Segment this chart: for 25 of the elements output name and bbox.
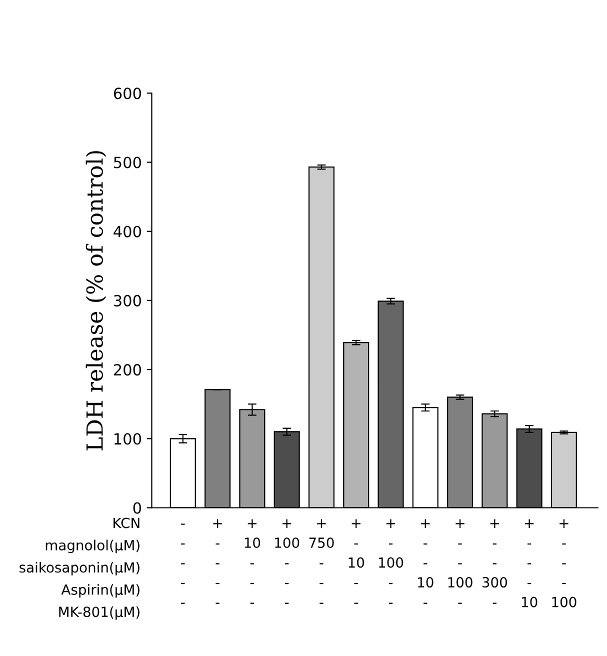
category-label: + - - - 100 [552, 519, 576, 608]
category-label: + - 100 - - [379, 519, 404, 604]
y-tick-label: 600 [114, 88, 142, 100]
y-tick-label: 300 [114, 294, 142, 306]
category-label: - - - - - [181, 524, 185, 604]
y-tick-label: 500 [114, 156, 142, 168]
y-axis-title: LDH release (% of control) [86, 151, 106, 450]
category-label: + - - - - [213, 519, 222, 604]
category-label: + 750 - - - [309, 519, 334, 604]
text: KCN [114, 518, 140, 528]
y-tick-label: 100 [114, 433, 142, 445]
y-tick-label: 0 [133, 502, 142, 514]
category-label: + - - - 10 [522, 519, 538, 608]
text: Aspirin(μM) [61, 584, 140, 598]
text: saikosaponin(μM) [20, 562, 140, 576]
category-label: + 10 - - - [244, 519, 260, 604]
category-label: + 100 - - - [275, 519, 300, 604]
category-label: + - - 300 - [482, 519, 508, 604]
y-tick-label: 400 [114, 226, 142, 238]
y-tick-label: 200 [114, 364, 142, 376]
category-label: + - 10 - - [348, 519, 364, 604]
text: magnolol(μM) [46, 540, 140, 554]
category-label: + - - 100 - [448, 519, 472, 604]
text: MK-801(μM) [59, 606, 140, 620]
category-label: + - - 10 - [418, 519, 434, 604]
